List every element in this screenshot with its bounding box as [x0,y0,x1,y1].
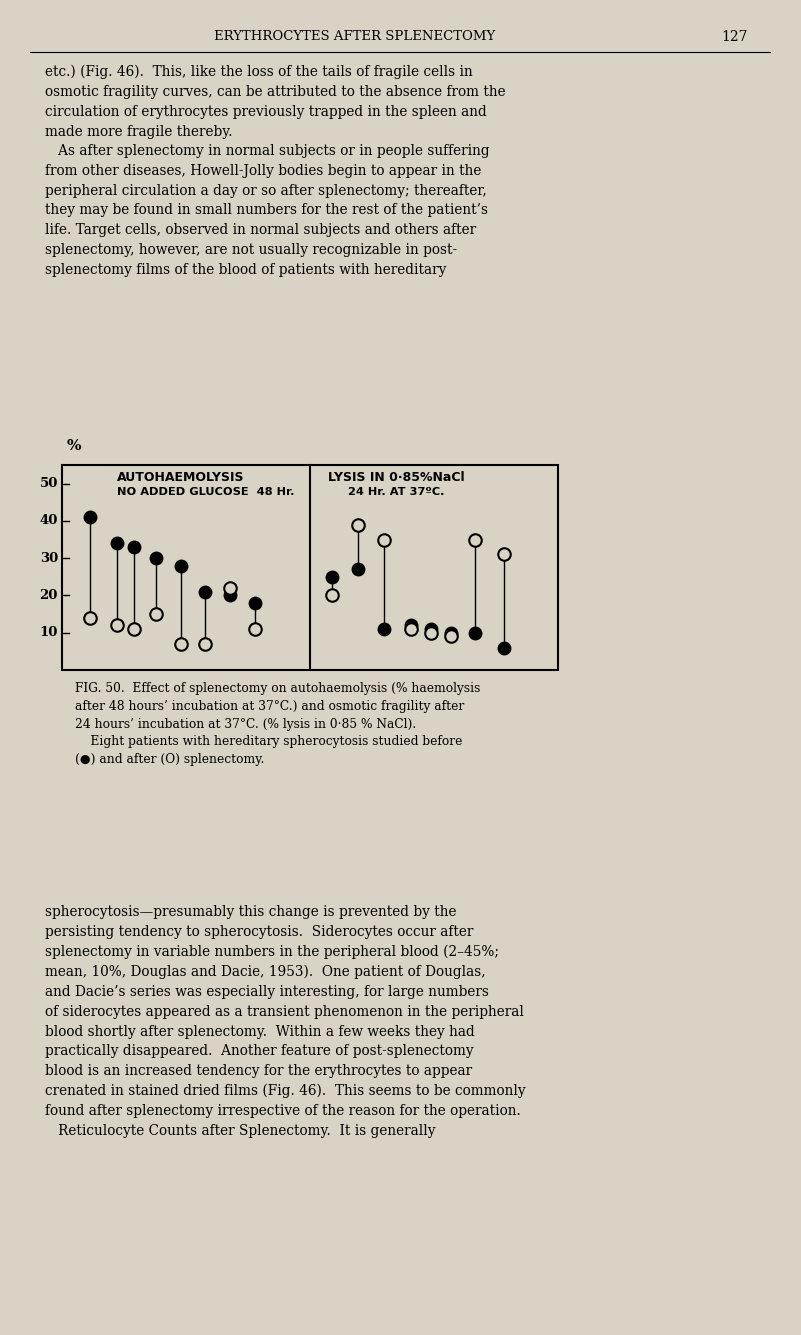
Text: 20: 20 [39,589,58,602]
Text: NO ADDED GLUCOSE  48 Hr.: NO ADDED GLUCOSE 48 Hr. [117,487,295,497]
Text: 40: 40 [39,514,58,527]
Text: 50: 50 [39,477,58,490]
Text: spherocytosis—presumably this change is prevented by the
persisting tendency to : spherocytosis—presumably this change is … [45,905,525,1137]
Text: %: % [67,439,82,453]
Text: 127: 127 [722,29,748,44]
Text: 10: 10 [39,626,58,639]
Text: 24 Hr. AT 37ºC.: 24 Hr. AT 37ºC. [348,487,445,497]
Text: etc.) (Fig. 46).  This, like the loss of the tails of fragile cells in
osmotic f: etc.) (Fig. 46). This, like the loss of … [45,65,505,276]
Text: FIG. 50.  Effect of splenectomy on autohaemolysis (% haemolysis
after 48 hours’ : FIG. 50. Effect of splenectomy on autoha… [75,682,481,766]
Text: AUTOHAEMOLYSIS: AUTOHAEMOLYSIS [117,471,244,485]
Text: ERYTHROCYTES AFTER SPLENECTOMY: ERYTHROCYTES AFTER SPLENECTOMY [215,31,496,44]
Text: 30: 30 [40,551,58,565]
Text: LYSIS IN 0·85%NaCl: LYSIS IN 0·85%NaCl [328,471,465,485]
Bar [62,465,558,670]
